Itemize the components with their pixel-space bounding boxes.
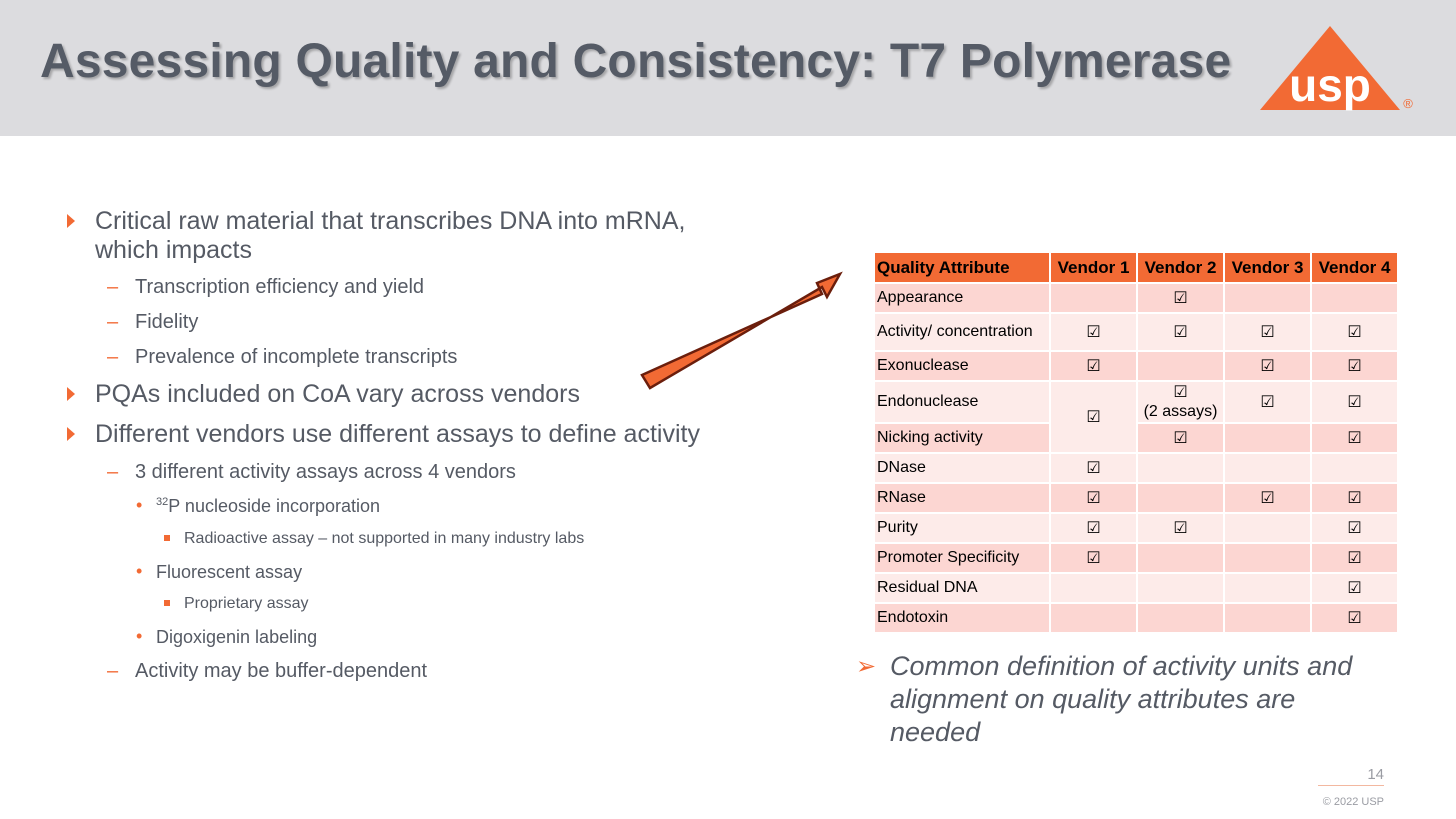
table-row: Purity ☑ ☑ ☑ bbox=[873, 512, 1399, 544]
header-vendor-2: Vendor 2 bbox=[1136, 251, 1225, 284]
check-icon: ☑ bbox=[1310, 482, 1399, 514]
check-icon: ☑ bbox=[1310, 312, 1399, 352]
two-assays-label: (2 assays) bbox=[1143, 403, 1218, 420]
check-icon: ☑ bbox=[1136, 422, 1225, 454]
sub-bullet-transcription: – Transcription efficiency and yield bbox=[107, 276, 425, 298]
sub-bullet-buffer: – Activity may be buffer-dependent bbox=[107, 660, 428, 682]
bullet-marker bbox=[67, 427, 75, 441]
check-icon: ☑ bbox=[1310, 602, 1399, 634]
table-row: Promoter Specificity ☑ ☑ bbox=[873, 542, 1399, 574]
check-icon: ☑ bbox=[1049, 312, 1138, 352]
check-icon: ☑ bbox=[1310, 350, 1399, 382]
sub-bullet-prevalence: – Prevalence of incomplete transcripts bbox=[107, 346, 458, 368]
assay-32p-note: Radioactive assay – not supported in man… bbox=[164, 530, 584, 548]
check-icon: ☑ bbox=[1310, 422, 1399, 454]
slide-title: Assessing Quality and Consistency: T7 Po… bbox=[40, 35, 1232, 88]
usp-logo: usp ® bbox=[1260, 26, 1413, 111]
check-icon: ☑ bbox=[1136, 282, 1225, 314]
assay-fluorescent: • Fluorescent assay bbox=[136, 561, 303, 582]
table-row: Endotoxin ☑ bbox=[873, 602, 1399, 634]
svg-text:®: ® bbox=[1403, 96, 1413, 111]
bullet-pqas: PQAs included on CoA vary across vendors bbox=[67, 380, 580, 409]
assay-fluorescent-note: Proprietary assay bbox=[164, 595, 309, 613]
arrow-icon bbox=[640, 271, 843, 390]
check-icon: ☑ bbox=[1049, 482, 1138, 514]
table-row: Residual DNA ☑ bbox=[873, 572, 1399, 604]
table-row: Endonuclease ☑ ☑ (2 assays) ☑ ☑ bbox=[873, 380, 1399, 454]
quality-attribute-table: Quality Attribute Vendor 1 Vendor 2 Vend… bbox=[873, 251, 1399, 634]
sub-bullet-fidelity: – Fidelity bbox=[107, 311, 199, 333]
header-vendor-3: Vendor 3 bbox=[1223, 251, 1312, 284]
table-header-row: Quality Attribute Vendor 1 Vendor 2 Vend… bbox=[873, 251, 1399, 284]
svg-text:usp: usp bbox=[1289, 59, 1371, 111]
bullet-critical-raw-material: Critical raw material that transcribes D… bbox=[67, 207, 755, 265]
check-icon: ☑ bbox=[1049, 380, 1138, 454]
assay-digoxigenin: • Digoxigenin labeling bbox=[136, 626, 318, 647]
copyright: © 2022 USP bbox=[1322, 796, 1384, 808]
check-icon: ☑ bbox=[1310, 512, 1399, 544]
header-vendor-1: Vendor 1 bbox=[1049, 251, 1138, 284]
table-row: Exonuclease ☑ ☑ ☑ bbox=[873, 350, 1399, 382]
table-row: Activity/ concentration ☑ ☑ ☑ ☑ bbox=[873, 312, 1399, 352]
check-icon: ☑ bbox=[1049, 350, 1138, 382]
check-icon: ☑ bbox=[1223, 350, 1312, 382]
check-icon: ☑ bbox=[1136, 512, 1225, 544]
check-icon: ☑ bbox=[1310, 542, 1399, 574]
table-row: DNase ☑ bbox=[873, 452, 1399, 484]
sub-bullet-three-assays: –3 different activity assays across 4 ve… bbox=[107, 461, 516, 483]
table-row: Appearance ☑ bbox=[873, 282, 1399, 314]
check-icon: ☑ bbox=[1223, 482, 1312, 514]
table-row: Nicking activity ☑ ☑ bbox=[873, 422, 1399, 454]
check-icon: ☑ bbox=[1173, 384, 1188, 401]
arrowhead-bullet-icon: ➢ bbox=[856, 653, 877, 680]
endonuclease-vendor-2: ☑ (2 assays) bbox=[1136, 380, 1225, 424]
check-icon: ☑ bbox=[1223, 380, 1312, 424]
check-icon: ☑ bbox=[1049, 512, 1138, 544]
check-icon: ☑ bbox=[1310, 380, 1399, 424]
bullet-marker bbox=[67, 387, 75, 401]
assay-32p: • 32P nucleoside incorporation bbox=[136, 495, 381, 516]
header-vendor-4: Vendor 4 bbox=[1310, 251, 1399, 284]
check-icon: ☑ bbox=[1310, 572, 1399, 604]
header-quality-attribute: Quality Attribute bbox=[873, 251, 1051, 284]
conclusion-callout: ➢ Common definition of activity units an… bbox=[856, 651, 1353, 747]
bullet-marker bbox=[67, 214, 75, 228]
check-icon: ☑ bbox=[1049, 542, 1138, 574]
table-row: RNase ☑ ☑ ☑ bbox=[873, 482, 1399, 514]
slide-header: Assessing Quality and Consistency: T7 Po… bbox=[0, 0, 1456, 136]
check-icon: ☑ bbox=[1136, 312, 1225, 352]
check-icon: ☑ bbox=[1049, 452, 1138, 484]
bullet-different-vendors: Different vendors use different assays t… bbox=[67, 420, 700, 449]
check-icon: ☑ bbox=[1223, 312, 1312, 352]
page-number: 14 bbox=[1318, 766, 1384, 786]
